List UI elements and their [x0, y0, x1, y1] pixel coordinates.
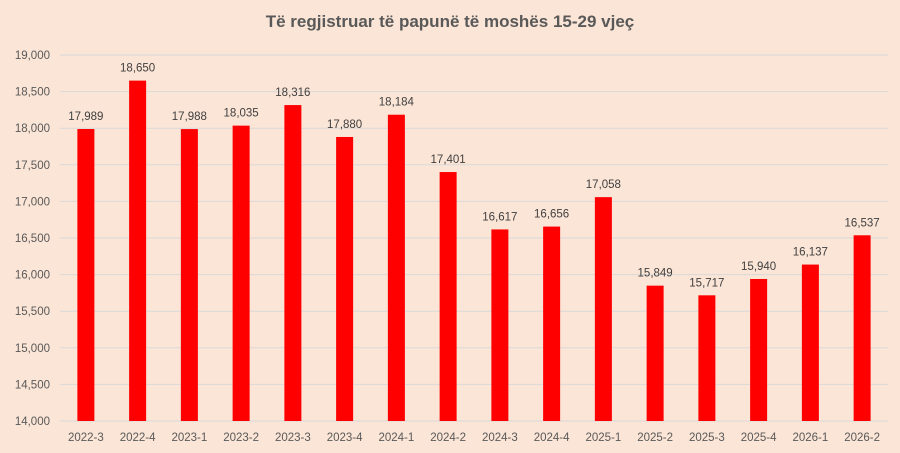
x-tick-label: 2025-2 — [637, 432, 673, 444]
x-tick-label: 2025-4 — [741, 432, 777, 444]
x-tick-label: 2023-3 — [275, 432, 311, 444]
bar — [387, 114, 405, 421]
data-label: 17,058 — [586, 179, 621, 191]
x-tick-label: 2022-4 — [120, 432, 156, 444]
bar — [284, 105, 302, 422]
y-tick-label: 16,500 — [15, 233, 50, 245]
x-tick-label: 2022-3 — [68, 432, 104, 444]
bar — [439, 172, 457, 421]
data-label: 18,184 — [379, 97, 415, 109]
x-tick-label: 2023-4 — [327, 432, 363, 444]
x-tick-label: 2024-2 — [430, 432, 466, 444]
bar — [77, 129, 95, 422]
y-tick-label: 16,000 — [15, 270, 50, 282]
x-tick-label: 2024-3 — [482, 432, 518, 444]
data-label: 18,650 — [120, 63, 155, 75]
x-tick-label: 2023-1 — [171, 432, 207, 444]
x-tick-label: 2026-2 — [844, 432, 880, 444]
data-label: 15,849 — [638, 268, 673, 280]
data-label: 15,940 — [741, 261, 776, 273]
data-label: 16,656 — [534, 209, 569, 221]
bar — [180, 129, 198, 421]
y-tick-label: 18,500 — [15, 87, 50, 99]
data-label: 18,316 — [275, 87, 310, 99]
bar — [491, 229, 509, 421]
bar — [336, 136, 354, 421]
bar — [543, 226, 561, 421]
x-tick-label: 2026-1 — [792, 432, 828, 444]
bar — [129, 80, 147, 422]
y-tick-label: 17,000 — [15, 196, 50, 208]
x-tick-label: 2025-3 — [689, 432, 725, 444]
chart-title: Të regjistruar të papunë të moshës 15-29… — [265, 12, 635, 31]
y-tick-label: 17,500 — [15, 160, 50, 172]
data-label: 15,717 — [689, 277, 724, 289]
data-label: 17,401 — [431, 154, 466, 166]
x-tick-label: 2024-4 — [534, 432, 570, 444]
data-label: 16,537 — [845, 217, 880, 229]
bar — [646, 285, 664, 421]
bar — [594, 197, 612, 421]
data-label: 16,617 — [482, 211, 517, 223]
bar — [750, 278, 768, 421]
y-tick-label: 18,000 — [15, 123, 50, 135]
x-tick-label: 2025-1 — [585, 432, 621, 444]
y-tick-label: 14,000 — [15, 416, 50, 428]
y-tick-label: 15,500 — [15, 306, 50, 318]
data-label: 17,989 — [68, 111, 103, 123]
data-label: 18,035 — [224, 108, 259, 120]
x-tick-label: 2024-1 — [378, 432, 414, 444]
x-tick-label: 2023-2 — [223, 432, 259, 444]
data-label: 17,988 — [172, 111, 207, 123]
bar — [232, 125, 250, 421]
y-tick-label: 14,500 — [15, 379, 50, 391]
y-tick-label: 19,000 — [15, 50, 50, 62]
bar — [698, 295, 716, 421]
data-label: 16,137 — [793, 247, 828, 259]
bar — [853, 235, 871, 421]
y-tick-label: 15,000 — [15, 343, 50, 355]
bar — [801, 264, 819, 421]
data-label: 17,880 — [327, 119, 362, 131]
